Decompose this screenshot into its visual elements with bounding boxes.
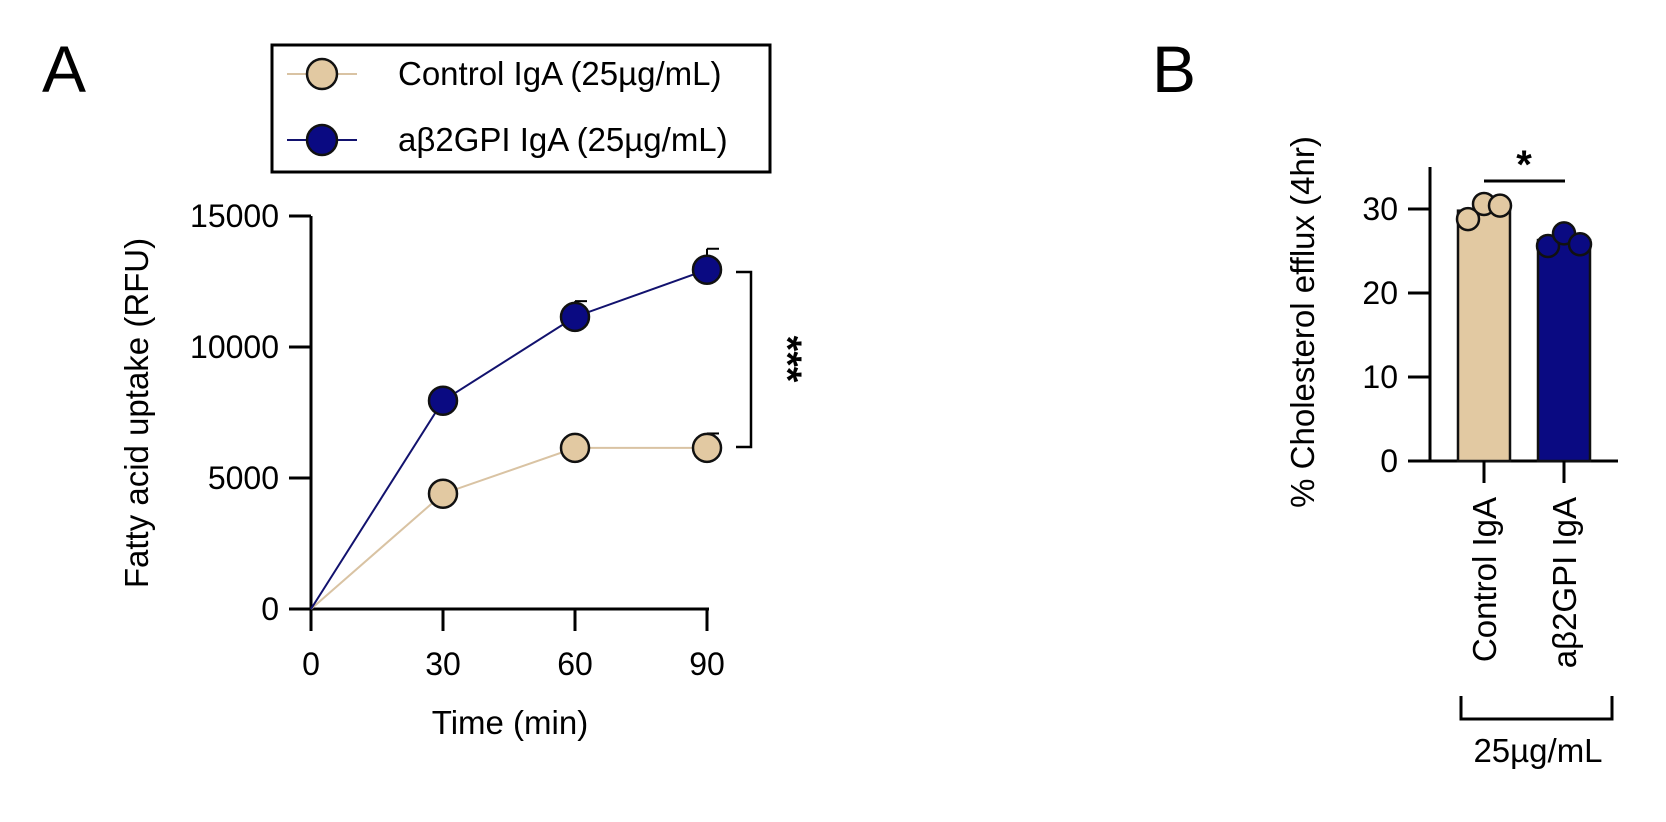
significance-label-b: *: [1516, 143, 1532, 187]
x-axis-title-a: Time (min): [432, 704, 588, 741]
legend-marker-control: [305, 57, 339, 91]
legend: Control IgA (25µg/mL) aβ2GPI IgA (25µg/m…: [270, 43, 772, 174]
data-point-a: [559, 432, 591, 464]
legend-label-ab2gpi: aβ2GPI IgA (25µg/mL): [398, 121, 728, 158]
y-tick-label-a: 0: [261, 591, 279, 627]
y-tick-label-b: 0: [1380, 443, 1398, 479]
bar-group-0: Control IgA: [1455, 191, 1513, 662]
x-tick-label-b: aβ2GPI IgA: [1546, 497, 1583, 668]
y-tick-label-a: 10000: [190, 329, 279, 365]
series-0: [310, 432, 723, 610]
y-tick-label-b: 20: [1362, 275, 1398, 311]
panel-b-bar-chart: 0 10 20 30 Control IgA aβ2GPI IgA % Choleste…: [1284, 136, 1618, 769]
y-ticks-b: 0 10 20 30: [1362, 191, 1430, 479]
bracket-a: [736, 270, 753, 449]
y-axis-title-b: % Cholesterol efflux (4hr): [1284, 136, 1321, 508]
series-group-a: [310, 247, 723, 610]
legend-box: [270, 43, 772, 174]
y-ticks-a: 0 5000 10000 15000: [190, 198, 311, 627]
data-point-a: [559, 301, 591, 333]
data-point-a: [691, 432, 723, 464]
group-bracket-line: [1459, 696, 1614, 721]
data-point-a: [691, 254, 723, 285]
bar-group-1: aβ2GPI IgA: [1535, 221, 1593, 668]
legend-marker-ab2gpi: [305, 123, 339, 157]
bar: [1536, 238, 1592, 463]
bar: [1456, 209, 1512, 463]
significance-label-a: ***: [765, 336, 809, 383]
y-tick-label-a: 15000: [190, 198, 279, 234]
series-1: [310, 247, 723, 610]
legend-entry-control: Control IgA (25µg/mL): [287, 55, 722, 92]
data-point-b: [1535, 233, 1561, 259]
significance-bracket-b: *: [1484, 143, 1565, 187]
data-point-b: [1455, 206, 1481, 232]
legend-entry-ab2gpi: aβ2GPI IgA (25µg/mL): [287, 121, 728, 158]
data-point-b: [1567, 232, 1593, 257]
series-line-1: [310, 268, 708, 610]
y-axis-title-a: Fatty acid uptake (RFU): [118, 238, 155, 588]
series-line-0: [310, 446, 707, 610]
data-point-a: [427, 385, 459, 416]
x-tick-label-a: 90: [689, 646, 725, 682]
x-tick-label-a: 30: [425, 646, 461, 682]
x-tick-label-b: Control IgA: [1466, 497, 1503, 662]
x-ticks-a: 0 30 60 90: [302, 609, 725, 682]
data-point-a: [427, 478, 459, 509]
x-tick-label-a: 0: [302, 646, 320, 682]
group-bracket-b: 25µg/mL: [1459, 696, 1614, 769]
y-tick-label-b: 30: [1362, 191, 1398, 227]
legend-label-control: Control IgA (25µg/mL): [398, 55, 722, 92]
data-point-b: [1487, 193, 1513, 218]
x-tick-label-a: 60: [557, 646, 593, 682]
panel-a-line-chart: Control IgA (25µg/mL) aβ2GPI IgA (25µg/m…: [118, 43, 809, 741]
panel-label-b: B: [1152, 32, 1196, 106]
panel-label-a: A: [42, 32, 86, 106]
group-label-b: 25µg/mL: [1473, 732, 1602, 769]
bars-b: Control IgA aβ2GPI IgA: [1455, 191, 1593, 668]
significance-bracket-a: ***: [736, 270, 809, 449]
y-tick-label-a: 5000: [208, 460, 279, 496]
y-tick-label-b: 10: [1362, 359, 1398, 395]
